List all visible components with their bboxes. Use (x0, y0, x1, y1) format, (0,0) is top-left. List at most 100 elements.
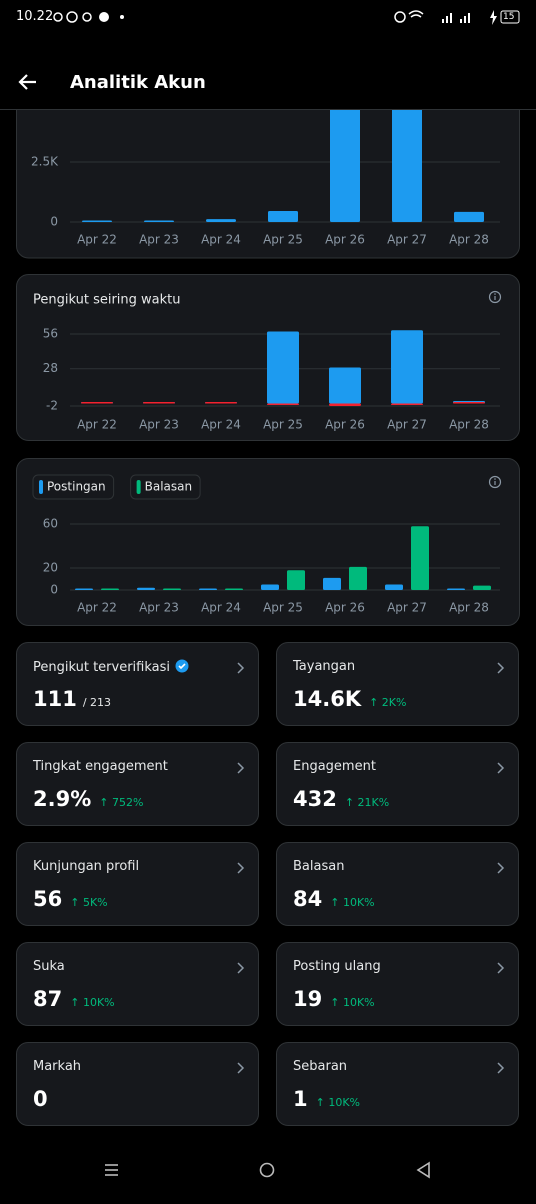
metric-card[interactable]: Engagement 432 ↑ 21K% (276, 742, 519, 826)
y-tick-label: 28 (43, 361, 58, 375)
metric-label: Pengikut terverifikasi (33, 660, 171, 675)
metric-card[interactable]: Balasan 84 ↑ 10K% (276, 842, 519, 926)
metric-change: ↑ 2K% (369, 696, 407, 709)
chevron (237, 662, 245, 674)
metric-label: Posting ulang (293, 959, 381, 974)
back-button[interactable] (16, 70, 40, 94)
bar (268, 210, 298, 222)
bar (267, 331, 299, 404)
metric-card[interactable]: Posting ulang 19 ↑ 10K% (276, 942, 519, 1026)
x-tick-label: Apr 23 (139, 233, 179, 247)
x-tick-label: Apr 28 (449, 233, 489, 247)
metric-change: ↑ 752% (99, 796, 144, 809)
metric-label: Markah (33, 1059, 82, 1074)
y-tick-label: 0 (50, 583, 58, 597)
bars (82, 100, 484, 222)
metric-value: 1 (293, 1087, 308, 1111)
bar (411, 526, 429, 590)
metric-value: 111 (33, 687, 77, 711)
x-tick-label: Apr 22 (77, 601, 117, 615)
legend-swatch (136, 480, 141, 494)
metric-card[interactable]: Markah 0 (16, 1042, 259, 1126)
chevron (497, 962, 505, 974)
info-icon[interactable] (488, 475, 502, 489)
y-tick-label: 2.5K (31, 155, 59, 169)
metric-card[interactable]: Sebaran 1 ↑ 10K% (276, 1042, 519, 1126)
x-tick-label: Apr 24 (201, 233, 241, 247)
bar (287, 570, 305, 590)
bar (225, 588, 243, 590)
home-button[interactable] (259, 1162, 275, 1178)
page-title: Analitik Akun (70, 72, 206, 93)
bar (267, 403, 299, 406)
metric-value: 2.9% (33, 787, 92, 811)
info-icon[interactable] (488, 290, 502, 304)
bar (349, 566, 367, 590)
metric-label: Sebaran (293, 1059, 348, 1074)
chevron (497, 1062, 505, 1074)
x-tick-label: Apr 25 (263, 601, 303, 615)
x-tick-label: Apr 23 (139, 601, 179, 615)
bar (447, 588, 465, 590)
bar (144, 220, 174, 222)
legend-item[interactable] (130, 474, 201, 500)
chart-card (16, 458, 520, 626)
bar (81, 402, 113, 404)
y-tick-label: 20 (43, 561, 58, 575)
bar (329, 403, 361, 406)
bars (81, 330, 485, 406)
metric-change: ↑ 10K% (70, 996, 115, 1009)
nav-icons (105, 1161, 430, 1179)
bar (473, 585, 491, 590)
x-tick-label: Apr 27 (387, 418, 427, 432)
bar (453, 402, 485, 404)
x-tick-label: Apr 27 (387, 601, 427, 615)
metric-label: Kunjungan profil (33, 859, 140, 874)
x-tick-label: Apr 22 (77, 233, 117, 247)
bar (206, 219, 236, 222)
metric-card[interactable]: Suka 87 ↑ 10K% (16, 942, 259, 1026)
bar (392, 100, 422, 222)
x-tick-label: Apr 24 (201, 418, 241, 432)
x-tick-label: Apr 23 (139, 418, 179, 432)
metric-value: 56 (33, 887, 63, 911)
bar (385, 584, 403, 590)
chevron (497, 862, 505, 874)
bar (163, 588, 181, 590)
metric-value-row: 19 ↑ 10K% (293, 987, 375, 1011)
metric-label-row: Pengikut terverifikasi (33, 659, 189, 675)
legend-item[interactable] (32, 474, 115, 500)
nav-bar (0, 1140, 536, 1200)
x-tick-label: Apr 25 (263, 233, 303, 247)
bar (323, 577, 341, 590)
metric-value-row: 87 ↑ 10K% (33, 987, 115, 1011)
metric-value-row: 1 ↑ 10K% (293, 1087, 360, 1111)
y-tick-label: 56 (43, 326, 58, 340)
y-tick-label: 60 (43, 517, 58, 531)
metric-total: / 213 (82, 696, 112, 709)
bar (454, 211, 484, 222)
metric-value-row: 0 (33, 1087, 48, 1111)
metric-change: ↑ 10K% (330, 896, 375, 909)
bar (143, 402, 175, 404)
metric-card[interactable]: Tingkat engagement 2.9% ↑ 752% (16, 742, 259, 826)
metric-value: 14.6K (293, 687, 362, 711)
verified-badge (175, 659, 189, 673)
back-nav-button[interactable] (416, 1161, 430, 1179)
menu-button[interactable] (105, 1164, 118, 1176)
metric-card[interactable]: Pengikut terverifikasi 111 / 213 (16, 642, 259, 726)
metric-card[interactable]: Tayangan 14.6K ↑ 2K% (276, 642, 519, 726)
metric-value-row: 432 ↑ 21K% (293, 787, 389, 811)
metric-value: 19 (293, 987, 323, 1011)
metric-card[interactable]: Kunjungan profil 56 ↑ 5K% (16, 842, 259, 926)
bar (82, 220, 112, 222)
metric-value: 87 (33, 987, 63, 1011)
chevron (497, 662, 505, 674)
x-tick-label: Apr 24 (201, 601, 241, 615)
bar (329, 367, 361, 404)
metric-label: Balasan (293, 859, 345, 874)
x-tick-label: Apr 26 (325, 233, 365, 247)
x-tick-label: Apr 25 (263, 418, 303, 432)
metric-value-row: 111 / 213 (33, 687, 111, 711)
